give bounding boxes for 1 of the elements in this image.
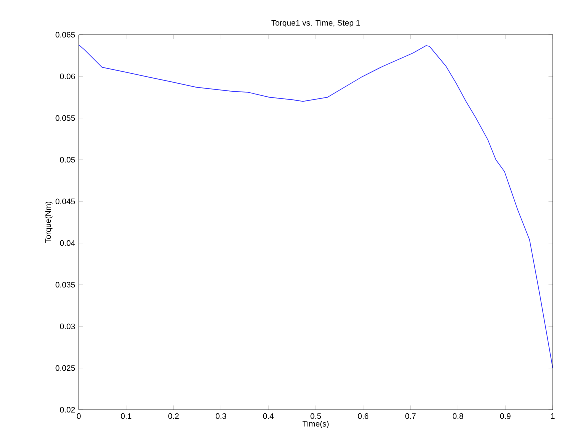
line-series [79,44,554,369]
